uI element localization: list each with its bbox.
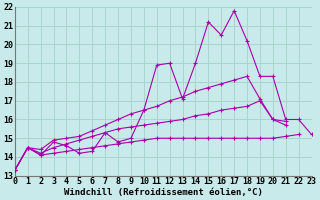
- X-axis label: Windchill (Refroidissement éolien,°C): Windchill (Refroidissement éolien,°C): [64, 188, 263, 197]
